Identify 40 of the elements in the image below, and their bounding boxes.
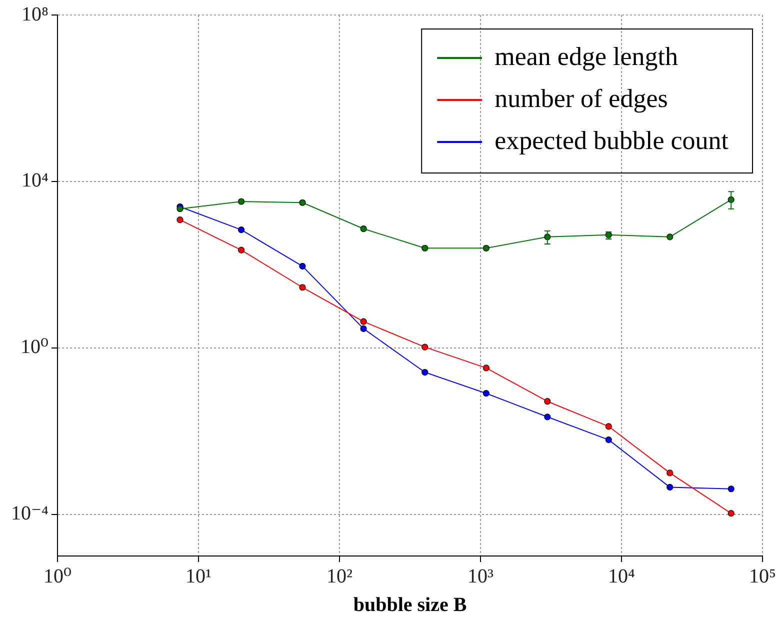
x-tick-label: 10² <box>326 565 353 588</box>
point <box>299 284 306 291</box>
point <box>360 325 367 332</box>
x-tick-label: 10⁰ <box>44 565 72 588</box>
point <box>299 262 306 270</box>
point <box>605 423 612 430</box>
x-tick-label: 10³ <box>468 565 494 588</box>
point <box>422 368 428 376</box>
point <box>728 510 734 517</box>
legend-label: number of edges <box>494 84 668 113</box>
y-tick-label: 10⁻⁴ <box>11 502 49 525</box>
point <box>238 226 245 234</box>
point <box>666 234 674 240</box>
y-tick-label: 10⁸ <box>22 3 49 26</box>
point <box>544 398 551 405</box>
x-tick-label: 10¹ <box>186 565 212 588</box>
point <box>422 344 428 350</box>
legend-label: expected bubble count <box>494 126 730 155</box>
point <box>482 244 490 252</box>
x-tick-label: 10⁴ <box>608 565 636 588</box>
x-axis-title: bubble size B <box>353 594 467 616</box>
point <box>238 246 245 254</box>
x-tick-label: 10⁵ <box>749 565 776 588</box>
point <box>238 198 245 205</box>
point <box>605 436 612 444</box>
point <box>360 318 367 325</box>
legend-label: mean edge length <box>494 42 678 71</box>
point <box>422 244 428 252</box>
y-tick-label: 10⁰ <box>20 336 49 358</box>
point <box>544 414 551 420</box>
point <box>176 206 184 212</box>
point <box>482 364 490 372</box>
point <box>728 486 734 492</box>
point <box>666 484 674 490</box>
point <box>482 390 490 397</box>
point <box>666 470 674 476</box>
point <box>360 225 367 232</box>
point <box>176 216 184 224</box>
point <box>299 199 306 206</box>
y-tick-label: 10⁴ <box>22 170 49 192</box>
